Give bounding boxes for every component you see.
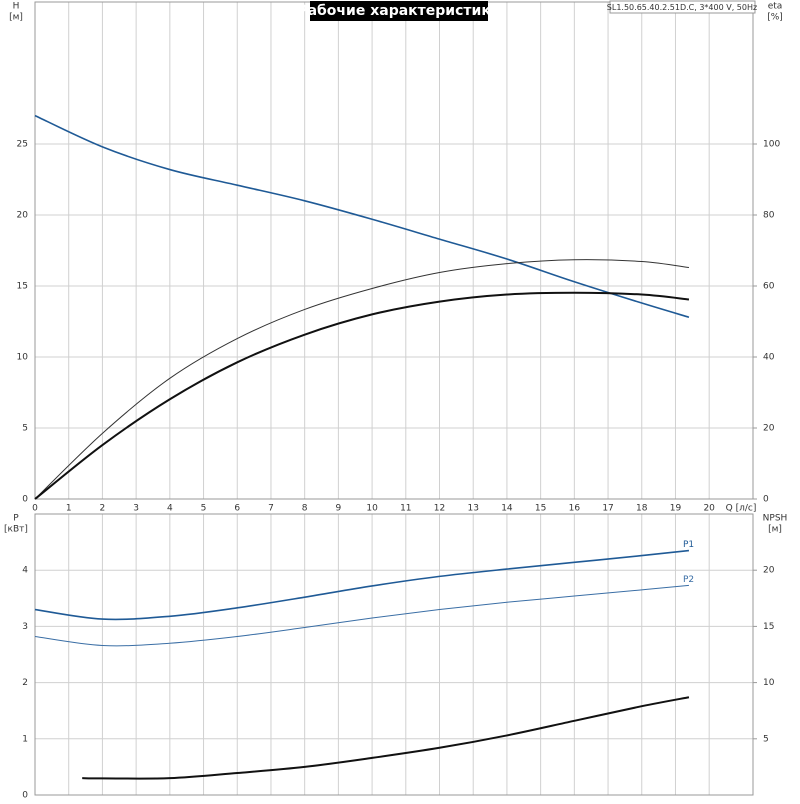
curve: [34, 291, 690, 500]
y2-tick-label: 20: [763, 424, 775, 434]
y2-tick-label: 40: [763, 353, 775, 363]
x-tick-label: 11: [400, 504, 411, 514]
x-tick-label: 18: [636, 504, 648, 514]
x-tick-label: 13: [467, 504, 478, 514]
y2-axis-label: NPSH: [763, 514, 788, 524]
x-tick-label: 2: [100, 504, 106, 514]
x-tick-label: 0: [32, 504, 38, 514]
series-label: P2: [683, 575, 694, 585]
x-tick-label: 8: [302, 504, 308, 514]
model-label: SL1.50.65.40.2.51D.C, 3*400 V, 50Hz: [607, 3, 757, 12]
y2-tick-label: 80: [763, 211, 775, 221]
y-tick-label: 0: [22, 791, 28, 801]
x-tick-label: 17: [602, 504, 613, 514]
y-tick-label: 4: [22, 566, 28, 576]
y2-tick-label: 10: [763, 678, 775, 688]
y-tick-label: 25: [17, 140, 28, 150]
y-tick-label: 5: [22, 424, 28, 434]
plot-frame: [34, 1, 754, 500]
x-tick-label: 15: [535, 504, 546, 514]
y2-tick-label: 20: [763, 566, 775, 576]
x-tick-label: 16: [569, 504, 581, 514]
x-tick-label: 5: [201, 504, 207, 514]
y2-tick-label: 100: [763, 140, 780, 150]
y-axis-unit: [кВт]: [4, 525, 28, 535]
curve: [34, 259, 690, 500]
title-box: [310, 1, 488, 21]
x-tick-label: 4: [167, 504, 173, 514]
y-axis-label: H: [13, 2, 20, 12]
y2-tick-label: 5: [763, 734, 769, 744]
x-tick-label: 10: [366, 504, 378, 514]
curve: [34, 114, 690, 319]
y2-axis-unit: [%]: [767, 13, 783, 23]
series-label: P1: [683, 540, 694, 550]
y2-tick-label: 0: [763, 495, 769, 505]
y2-axis-unit: [м]: [768, 525, 782, 535]
y-tick-label: 2: [22, 678, 28, 688]
y-tick-label: 0: [22, 495, 28, 505]
y2-tick-label: 60: [763, 282, 775, 292]
x-tick-label: 9: [336, 504, 342, 514]
x-tick-label: 14: [501, 504, 513, 514]
x-tick-label: 20: [703, 504, 715, 514]
x-tick-label: 12: [434, 504, 445, 514]
y2-tick-label: 15: [763, 622, 774, 632]
x-tick-label: 1: [66, 504, 72, 514]
y-tick-label: 1: [22, 734, 28, 744]
x-tick-label: 3: [133, 504, 139, 514]
x-tick-label: 6: [234, 504, 240, 514]
model-box: [609, 0, 756, 14]
curve: [34, 584, 690, 647]
y-axis-unit: [м]: [9, 13, 23, 23]
curve: [34, 549, 690, 621]
y-tick-label: 20: [17, 211, 29, 221]
y-tick-label: 3: [22, 622, 28, 632]
x-tick-label: 7: [268, 504, 274, 514]
y-tick-label: 15: [17, 282, 28, 292]
chart-title: Рабочие характеристики: [297, 3, 500, 19]
curve: [82, 696, 690, 780]
y-tick-label: 10: [17, 353, 29, 363]
plot-frame: [34, 513, 754, 796]
y2-axis-label: eta: [768, 2, 783, 12]
x-axis-label: Q [л/с]: [726, 504, 757, 514]
y-axis-label: P: [13, 514, 19, 524]
x-tick-label: 19: [670, 504, 682, 514]
